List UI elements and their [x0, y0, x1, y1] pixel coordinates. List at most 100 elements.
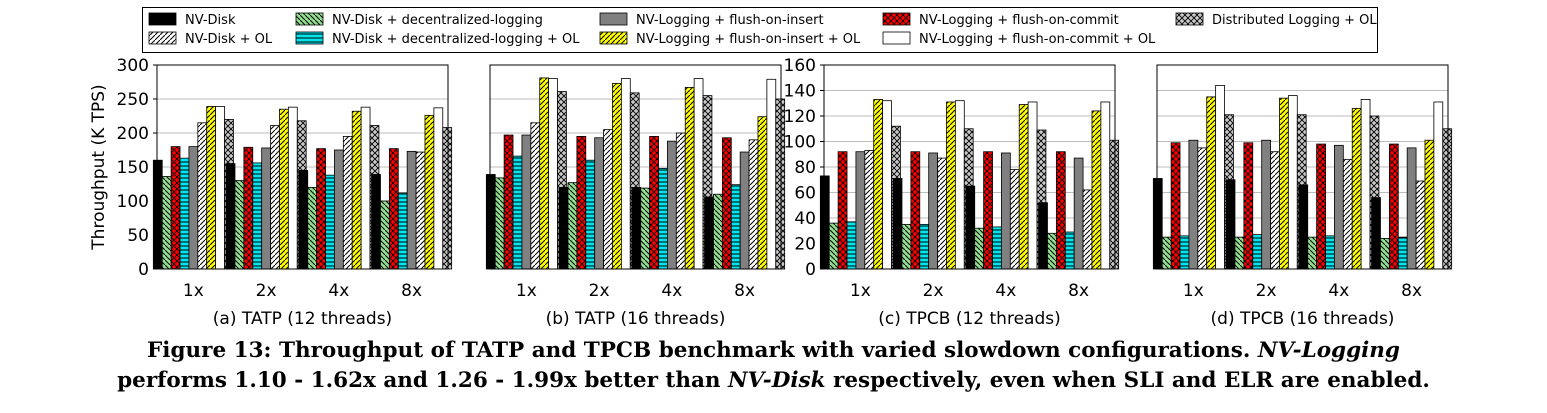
bar-nv-logging-flush-on-commit-1x	[1170, 142, 1181, 270]
bar-nv-logging-flush-on-insert-1x	[188, 146, 199, 270]
legend-swatch	[295, 12, 324, 26]
bar-nv-disk-decentralized-logging-ol-4x	[1325, 235, 1335, 270]
bar-nv-logging-flush-on-insert-ol-1x	[1206, 96, 1217, 270]
bar-nv-disk-4x	[1298, 184, 1309, 270]
bar-nv-logging-flush-on-insert-ol-8x	[424, 114, 435, 270]
bar-nv-disk-decentralized-logging-1x	[161, 176, 172, 270]
bar-nv-logging-flush-on-insert-ol-8x	[1091, 110, 1102, 270]
legend-swatch	[1175, 12, 1204, 26]
legend-label: NV-Disk	[185, 13, 236, 28]
legend-swatch	[295, 31, 324, 45]
bar-nv-logging-flush-on-commit-1x	[170, 146, 181, 270]
bar-nv-disk-decentralized-logging-ol-2x	[1252, 234, 1263, 270]
bar-nv-disk-2x	[1225, 179, 1236, 270]
bar-nv-disk-ol-2x	[270, 125, 280, 270]
bar-nv-disk-ol-8x	[1082, 189, 1093, 270]
bar-nv-disk-decentralized-logging-ol-1x	[1179, 235, 1190, 270]
x-tick-label: 8x	[734, 281, 755, 301]
x-tick-label: 8x	[1401, 281, 1422, 301]
legend-swatch	[148, 31, 177, 45]
legend-box	[142, 7, 1378, 53]
bar-nv-disk-8x	[704, 196, 714, 270]
y-tick-label: 120	[784, 107, 816, 127]
x-tick-label: 2x	[923, 281, 944, 301]
bar-nv-logging-flush-on-insert-ol-8x	[1424, 139, 1435, 270]
bar-nv-logging-flush-on-insert-ol-8x	[757, 116, 768, 270]
x-tick-label: 1x	[183, 281, 204, 301]
bar-nv-logging-flush-on-commit-ol-8x	[1433, 101, 1444, 270]
bar-nv-logging-flush-on-insert-ol-4x	[351, 110, 362, 270]
bar-nv-disk-2x	[225, 163, 236, 270]
bar-nv-disk-ol-4x	[675, 132, 686, 270]
legend: NV-Disk NV-Disk + OL NV-Disk + decentraliz…	[142, 7, 1378, 53]
plot-frame	[489, 64, 782, 270]
bar-nv-disk-decentralized-logging-ol-4x	[992, 226, 1002, 270]
figure-caption: Figure 13: Throughput of TATP and TPCB b…	[0, 336, 1547, 396]
y-tick-label: 60	[794, 184, 816, 204]
bar-distributed-logging-ol-8x	[1109, 139, 1120, 270]
bar-nv-disk-decentralized-logging-2x	[234, 180, 245, 270]
legend-item-nv-disk-decentralized-logging-ol: NV-Disk + decentralized-logging + OL	[295, 31, 580, 47]
bar-nv-disk-ol-8x	[1415, 180, 1426, 270]
bar-nv-logging-flush-on-insert-ol-2x	[612, 82, 622, 270]
bar-nv-logging-flush-on-commit-ol-8x	[433, 107, 444, 270]
bar-nv-disk-decentralized-logging-ol-1x	[512, 155, 523, 270]
bar-nv-logging-flush-on-insert-4x	[334, 149, 344, 270]
bar-nv-disk-decentralized-logging-2x	[901, 223, 912, 270]
bar-nv-logging-flush-on-insert-2x	[1261, 139, 1271, 270]
bar-nv-logging-flush-on-commit-ol-1x	[882, 100, 892, 270]
bar-nv-disk-decentralized-logging-1x	[494, 177, 505, 270]
y-tick-label: 0	[138, 260, 149, 280]
bar-nv-disk-decentralized-logging-1x	[828, 222, 839, 270]
bar-nv-logging-flush-on-commit-ol-4x	[1360, 99, 1371, 270]
bar-nv-logging-flush-on-insert-2x	[261, 147, 271, 270]
legend-swatch	[882, 31, 911, 45]
caption-line-2: performs 1.10 - 1.62x and 1.26 - 1.99x b…	[0, 366, 1547, 396]
bar-nv-disk-ol-4x	[1342, 158, 1353, 270]
bar-nv-logging-flush-on-commit-ol-2x	[954, 100, 965, 270]
bar-nv-logging-flush-on-commit-2x	[576, 135, 587, 270]
bar-nv-logging-flush-on-insert-ol-1x	[206, 106, 217, 270]
legend-item-distributed-logging-ol: Distributed Logging + OL	[1175, 12, 1377, 28]
bar-nv-logging-flush-on-commit-ol-1x	[215, 106, 225, 270]
y-tick-label: 0	[805, 260, 816, 280]
bar-nv-disk-decentralized-logging-2x	[567, 182, 578, 270]
caption-line-1: Figure 13: Throughput of TATP and TPCB b…	[0, 336, 1547, 366]
chart-title: (c) TPCB (12 threads)	[878, 309, 1060, 329]
plot-frame	[823, 64, 1116, 270]
bar-nv-disk-8x	[1371, 197, 1381, 270]
bar-nv-disk-ol-2x	[603, 129, 613, 270]
x-tick-label: 4x	[1328, 281, 1349, 301]
bar-nv-disk-decentralized-logging-ol-8x	[397, 192, 408, 270]
bar-nv-disk-decentralized-logging-4x	[640, 187, 651, 270]
x-tick-label: 1x	[516, 281, 537, 301]
bar-nv-logging-flush-on-commit-ol-8x	[766, 78, 777, 270]
y-tick-label: 40	[794, 209, 816, 229]
bar-nv-logging-flush-on-insert-8x	[1073, 157, 1084, 270]
bar-nv-disk-decentralized-logging-8x	[380, 200, 390, 270]
legend-label: Distributed Logging + OL	[1212, 13, 1377, 28]
legend-swatch	[148, 12, 177, 26]
bar-nv-disk-decentralized-logging-8x	[713, 193, 723, 270]
y-tick-label: 140	[784, 82, 816, 102]
legend-label: NV-Logging + flush-on-commit + OL	[919, 32, 1156, 47]
x-tick-label: 4x	[661, 281, 682, 301]
bar-nv-disk-decentralized-logging-2x	[1234, 236, 1245, 270]
bar-nv-logging-flush-on-commit-2x	[243, 146, 254, 270]
chart-panel-4: 1x 2x 4x 8x (d) TPCB (16 threads)	[1152, 64, 1453, 329]
y-tick-label: 50	[127, 226, 149, 246]
bar-nv-logging-flush-on-insert-1x	[521, 134, 532, 270]
bar-nv-disk-decentralized-logging-ol-8x	[1397, 236, 1408, 270]
bar-nv-disk-4x	[298, 169, 309, 270]
bar-nv-logging-flush-on-insert-ol-1x	[539, 77, 550, 270]
bar-nv-disk-1x	[1152, 178, 1163, 270]
bar-nv-logging-flush-on-insert-4x	[667, 140, 677, 270]
y-tick-label: 80	[794, 158, 816, 178]
bar-nv-disk-4x	[965, 185, 976, 270]
bar-nv-logging-flush-on-commit-2x	[1243, 142, 1254, 270]
bar-nv-logging-flush-on-commit-1x	[503, 134, 514, 270]
bar-nv-disk-8x	[371, 174, 381, 270]
x-tick-label: 1x	[850, 281, 871, 301]
bar-nv-disk-ol-2x	[937, 157, 947, 270]
